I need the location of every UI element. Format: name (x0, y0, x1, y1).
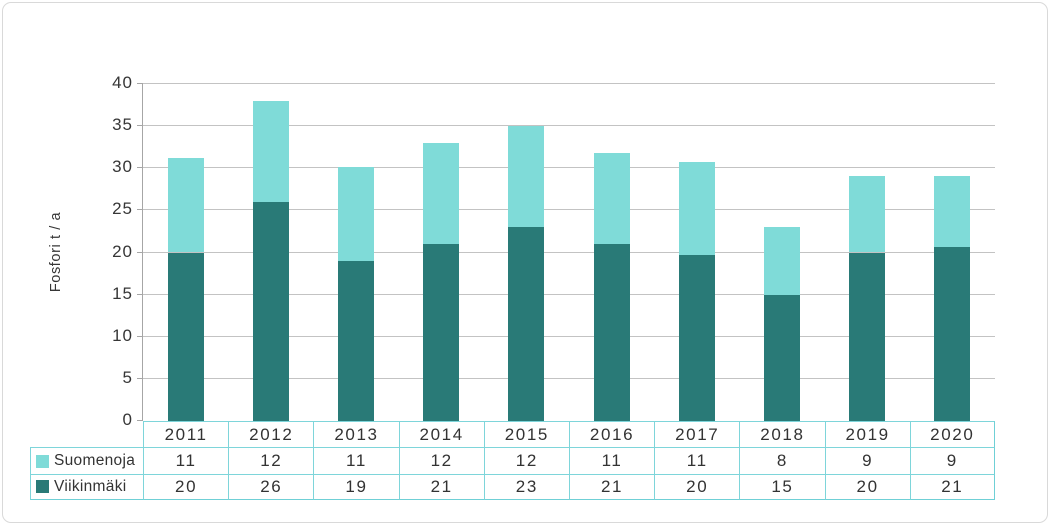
year-cell-2017: 2017 (654, 421, 740, 448)
gridline-y35 (143, 125, 995, 127)
year-cell-2018: 2018 (739, 421, 825, 448)
y-tick-label: 10 (112, 325, 133, 345)
gridline-y5 (143, 377, 995, 379)
bar-segment-viikinmäki-2014 (423, 244, 460, 421)
gridline-y25 (143, 209, 995, 211)
value-cell-suomenoja-2011: 11 (143, 447, 229, 474)
value-cell-viikinmäki-2011: 20 (143, 473, 229, 501)
legend-swatch-viikinmäki (36, 480, 49, 494)
value-cell-suomenoja-2013: 11 (313, 447, 399, 474)
legend-swatch-suomenoja (36, 454, 49, 468)
year-cell-2014: 2014 (398, 421, 484, 448)
y-tick-label: 20 (112, 241, 133, 261)
y-tick-label: 15 (112, 283, 133, 303)
gridline-y15 (143, 293, 995, 295)
value-cell-suomenoja-2020: 9 (909, 447, 995, 474)
bar-segment-viikinmäki-2016 (593, 244, 630, 421)
value-cell-viikinmäki-2020: 21 (909, 473, 995, 501)
bar-segment-viikinmäki-2019 (849, 252, 886, 421)
bar-segment-viikinmäki-2013 (338, 260, 374, 421)
value-cell-suomenoja-2012: 12 (228, 447, 314, 474)
legend-cell-viikinmäki: Viikinmäki (30, 473, 143, 501)
y-tick-mark (137, 420, 143, 421)
bar-segment-viikinmäki-2018 (764, 294, 800, 421)
y-tick-label: 5 (122, 367, 133, 387)
y-axis-title: Fosfori t / a (48, 211, 64, 293)
bar-segment-suomenoja-2019 (849, 175, 886, 253)
value-cell-viikinmäki-2016: 21 (568, 473, 655, 501)
year-cell-2011: 2011 (143, 421, 229, 448)
gridline-y30 (143, 167, 995, 169)
y-tick-label: 40 (112, 73, 133, 92)
y-tick-mark (137, 125, 143, 127)
year-cell-2015: 2015 (483, 421, 569, 448)
year-cell-2016: 2016 (568, 421, 655, 448)
year-cell-2013: 2013 (313, 421, 399, 448)
bar-segment-suomenoja-2015 (508, 126, 545, 228)
value-cell-suomenoja-2018: 8 (739, 447, 825, 474)
data-table: 2011 2012 2013 2014 2015 2016 2017 2018 2019 2020… (30, 421, 995, 501)
value-cell-suomenoja-2016: 11 (568, 447, 655, 474)
y-tick-mark (137, 335, 143, 337)
value-cell-viikinmäki-2013: 19 (313, 473, 399, 501)
bar-segment-viikinmäki-2017 (678, 255, 715, 421)
bar-segment-suomenoja-2012 (252, 100, 289, 202)
bar-segment-viikinmäki-2020 (934, 247, 971, 421)
y-tick-mark (137, 251, 143, 253)
bar-segment-suomenoja-2016 (593, 153, 630, 245)
value-cell-viikinmäki-2017: 20 (654, 473, 740, 501)
legend-cell-suomenoja: Suomenoja (30, 447, 143, 474)
value-cell-suomenoja-2019: 9 (824, 447, 910, 474)
y-tick-mark (137, 377, 143, 379)
value-cell-suomenoja-2017: 11 (654, 447, 740, 474)
bar-segment-suomenoja-2011 (167, 158, 204, 253)
y-tick-label: 0 (122, 410, 133, 429)
y-tick-label: 25 (112, 199, 133, 219)
bar-segment-suomenoja-2014 (423, 142, 460, 245)
gridline-y40 (143, 83, 995, 84)
bar-segment-suomenoja-2013 (338, 166, 374, 261)
value-cell-viikinmäki-2018: 15 (739, 473, 825, 501)
y-tick-mark (137, 167, 143, 169)
value-cell-suomenoja-2015: 12 (483, 447, 569, 474)
y-axis-line (142, 84, 143, 421)
legend-label-suomenoja: Suomenoja (54, 452, 136, 470)
bar-segment-viikinmäki-2012 (252, 201, 289, 421)
plot-area: Fosfori t / a 0 5 10 15 20 25 30 35 40 2011 2012 2… (3, 3, 1047, 522)
gridline-y20 (143, 251, 995, 253)
y-tick-label: 35 (112, 115, 133, 135)
bar-segment-suomenoja-2020 (934, 175, 971, 248)
value-cell-viikinmäki-2019: 20 (824, 473, 910, 501)
bar-segment-viikinmäki-2015 (508, 227, 545, 421)
value-cell-viikinmäki-2012: 26 (228, 473, 314, 501)
bar-segment-viikinmäki-2011 (167, 252, 204, 421)
y-tick-mark (137, 293, 143, 295)
y-tick-label: 30 (112, 157, 133, 177)
value-cell-viikinmäki-2015: 23 (483, 473, 569, 501)
value-cell-suomenoja-2014: 12 (398, 447, 484, 474)
legend-label-viikinmäki: Viikinmäki (54, 477, 127, 495)
table-corner-cell (30, 421, 143, 447)
year-cell-2020: 2020 (909, 421, 995, 448)
bar-segment-suomenoja-2018 (764, 227, 800, 295)
gridline-y10 (143, 335, 995, 337)
value-cell-viikinmäki-2014: 21 (398, 473, 484, 501)
year-cell-2012: 2012 (228, 421, 314, 448)
y-tick-mark (137, 83, 143, 84)
year-cell-2019: 2019 (824, 421, 910, 448)
y-tick-mark (137, 209, 143, 211)
bar-segment-suomenoja-2017 (678, 161, 715, 256)
